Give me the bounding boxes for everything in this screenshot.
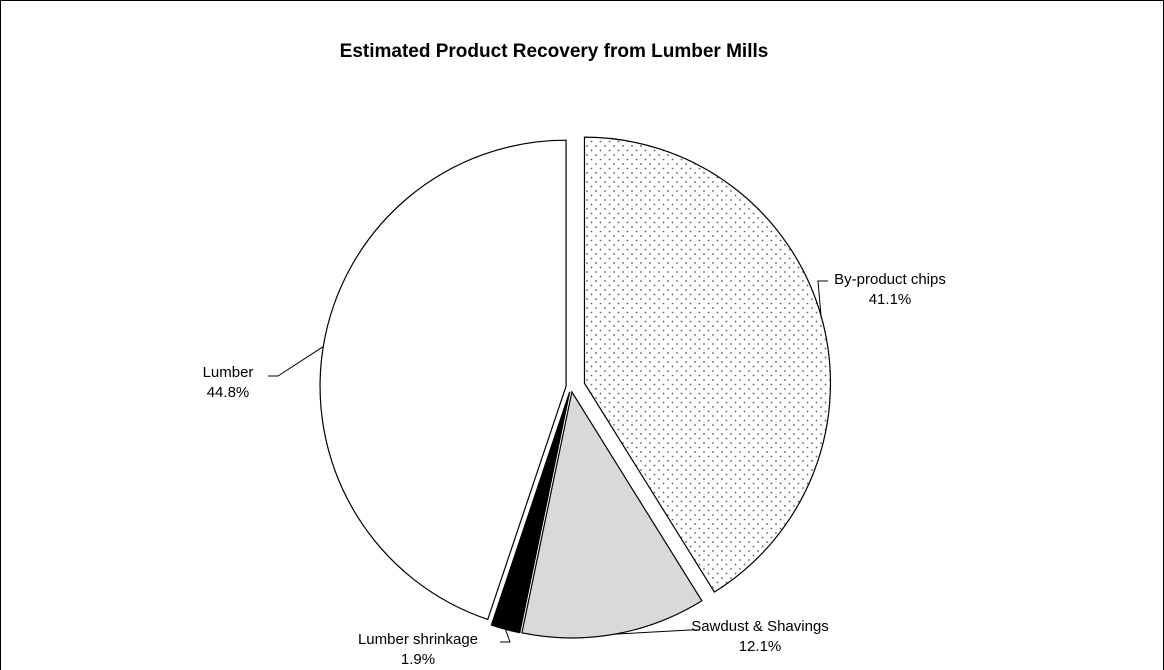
pie-slice	[521, 390, 703, 639]
slice-label: Lumber shrinkage	[358, 631, 478, 648]
leader-line	[817, 280, 828, 316]
slice-label: Sawdust & Shavings	[691, 618, 829, 635]
pie-slice	[319, 139, 567, 621]
leader-line	[614, 629, 700, 635]
slice-label: Lumber	[203, 364, 254, 381]
slice-value-label: 44.8%	[207, 384, 250, 401]
pie-slice	[490, 391, 571, 634]
leader-line	[500, 629, 511, 643]
slice-value-label: 41.1%	[869, 291, 912, 308]
pie-slice	[583, 136, 832, 593]
slice-value-label: 12.1%	[739, 638, 782, 655]
leader-line	[268, 346, 324, 377]
slice-label: By-product chips	[834, 271, 946, 288]
slice-value-label: 1.9%	[401, 651, 435, 668]
chart-title: Estimated Product Recovery from Lumber M…	[340, 41, 769, 62]
